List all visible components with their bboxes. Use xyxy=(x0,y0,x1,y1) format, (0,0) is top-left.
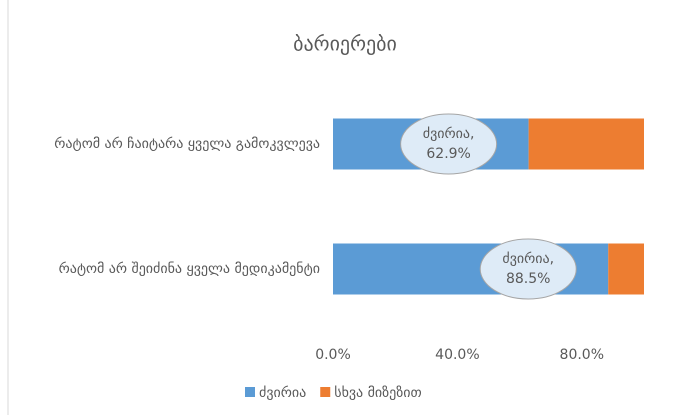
data-label: ძვირია, 62.9% xyxy=(423,125,475,162)
x-tick-label: 0.0% xyxy=(315,347,351,363)
x-tick-label: 80.0% xyxy=(560,347,604,363)
chart-frame xyxy=(7,0,682,419)
legend-label: სხვა მიზეზით xyxy=(334,385,422,401)
chart-title: ბარიერები xyxy=(293,32,397,56)
x-tick-label: 40.0% xyxy=(435,347,479,363)
y-tick-label: რატომ არ შეიძინა ყველა მედიკამენტი xyxy=(58,261,320,277)
category-label-box: რატომ არ ჩაიტარა ყველა გამოკვლევა xyxy=(54,136,320,152)
legend-swatch xyxy=(320,387,331,397)
legend-swatch xyxy=(245,387,255,397)
data-label: ძვირია, 88.5% xyxy=(502,250,554,287)
bar-segment xyxy=(528,118,644,170)
legend-label: ძვირია xyxy=(259,384,306,401)
data-label-callout xyxy=(400,113,498,175)
y-tick-label: რატომ არ ჩაიტარა ყველა გამოკვლევა xyxy=(54,136,320,152)
category-label-box: რატომ არ შეიძინა ყველა მედიკამენტი xyxy=(58,261,320,277)
data-label-callout xyxy=(479,238,577,300)
bar-segment xyxy=(608,243,644,295)
